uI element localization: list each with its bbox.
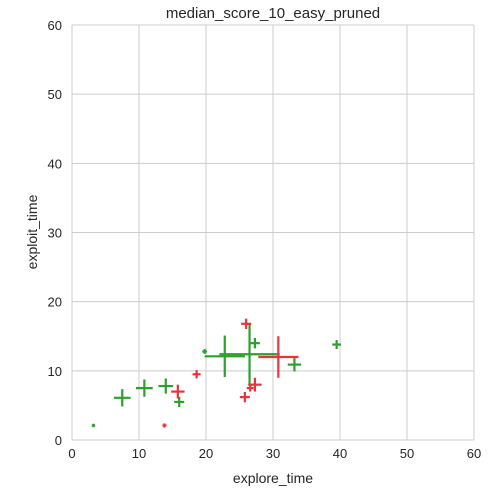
x-tick-label: 20: [199, 446, 213, 461]
x-tick-label: 30: [266, 446, 280, 461]
y-tick-label: 40: [48, 156, 62, 171]
x-tick-label: 60: [467, 446, 481, 461]
x-tick-label: 40: [333, 446, 347, 461]
y-axis-title: exploit_time: [24, 194, 40, 269]
x-tick-label: 0: [68, 446, 75, 461]
y-tick-label: 50: [48, 87, 62, 102]
y-tick-label: 20: [48, 295, 62, 310]
y-tick-label: 0: [55, 433, 62, 448]
x-tick-label: 50: [400, 446, 414, 461]
y-tick-label: 30: [48, 226, 62, 241]
x-tick-label: 10: [132, 446, 146, 461]
y-tick-label: 10: [48, 364, 62, 379]
y-tick-label: 60: [48, 18, 62, 33]
chart-title: median_score_10_easy_pruned: [166, 5, 380, 22]
x-axis-title: explore_time: [233, 470, 313, 486]
